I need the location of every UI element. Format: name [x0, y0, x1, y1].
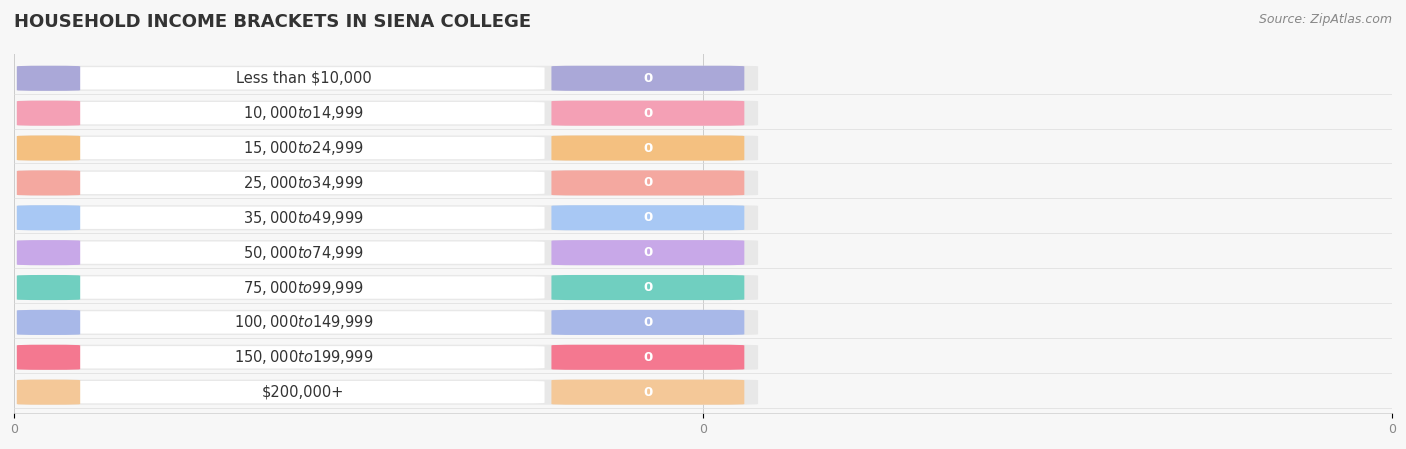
FancyBboxPatch shape	[17, 66, 758, 91]
FancyBboxPatch shape	[17, 66, 80, 91]
Text: 0: 0	[644, 386, 652, 399]
FancyBboxPatch shape	[35, 172, 544, 194]
FancyBboxPatch shape	[551, 345, 744, 370]
FancyBboxPatch shape	[551, 379, 744, 405]
FancyBboxPatch shape	[35, 207, 544, 229]
Text: $35,000 to $49,999: $35,000 to $49,999	[243, 209, 364, 227]
FancyBboxPatch shape	[17, 136, 80, 161]
FancyBboxPatch shape	[17, 310, 80, 335]
FancyBboxPatch shape	[17, 275, 758, 300]
Text: $15,000 to $24,999: $15,000 to $24,999	[243, 139, 364, 157]
Text: 0: 0	[644, 107, 652, 120]
FancyBboxPatch shape	[551, 205, 744, 230]
Text: $200,000+: $200,000+	[263, 385, 344, 400]
Text: 0: 0	[644, 316, 652, 329]
FancyBboxPatch shape	[551, 275, 744, 300]
FancyBboxPatch shape	[35, 137, 544, 159]
FancyBboxPatch shape	[17, 240, 80, 265]
Text: 0: 0	[644, 141, 652, 154]
FancyBboxPatch shape	[35, 102, 544, 124]
FancyBboxPatch shape	[551, 101, 744, 126]
FancyBboxPatch shape	[17, 101, 80, 126]
FancyBboxPatch shape	[17, 275, 80, 300]
FancyBboxPatch shape	[17, 240, 758, 265]
Text: 0: 0	[644, 176, 652, 189]
Text: $75,000 to $99,999: $75,000 to $99,999	[243, 278, 364, 296]
FancyBboxPatch shape	[551, 136, 744, 161]
FancyBboxPatch shape	[17, 345, 758, 370]
FancyBboxPatch shape	[551, 170, 744, 195]
FancyBboxPatch shape	[35, 381, 544, 403]
FancyBboxPatch shape	[17, 205, 758, 230]
Text: Less than $10,000: Less than $10,000	[236, 71, 371, 86]
FancyBboxPatch shape	[17, 136, 758, 161]
FancyBboxPatch shape	[17, 379, 80, 405]
Text: $100,000 to $149,999: $100,000 to $149,999	[233, 313, 373, 331]
FancyBboxPatch shape	[35, 242, 544, 264]
Text: 0: 0	[644, 72, 652, 85]
FancyBboxPatch shape	[35, 311, 544, 334]
FancyBboxPatch shape	[17, 379, 758, 405]
Text: $50,000 to $74,999: $50,000 to $74,999	[243, 244, 364, 262]
Text: 0: 0	[644, 246, 652, 259]
Text: $25,000 to $34,999: $25,000 to $34,999	[243, 174, 364, 192]
FancyBboxPatch shape	[35, 67, 544, 89]
FancyBboxPatch shape	[35, 346, 544, 369]
FancyBboxPatch shape	[17, 101, 758, 126]
Text: 0: 0	[644, 211, 652, 224]
FancyBboxPatch shape	[17, 205, 80, 230]
FancyBboxPatch shape	[35, 277, 544, 299]
FancyBboxPatch shape	[17, 345, 80, 370]
FancyBboxPatch shape	[17, 170, 80, 195]
Text: HOUSEHOLD INCOME BRACKETS IN SIENA COLLEGE: HOUSEHOLD INCOME BRACKETS IN SIENA COLLE…	[14, 13, 531, 31]
FancyBboxPatch shape	[551, 66, 744, 91]
Text: $10,000 to $14,999: $10,000 to $14,999	[243, 104, 364, 122]
FancyBboxPatch shape	[551, 240, 744, 265]
FancyBboxPatch shape	[17, 310, 758, 335]
Text: 0: 0	[644, 281, 652, 294]
FancyBboxPatch shape	[551, 310, 744, 335]
Text: $150,000 to $199,999: $150,000 to $199,999	[233, 348, 373, 366]
Text: 0: 0	[644, 351, 652, 364]
Text: Source: ZipAtlas.com: Source: ZipAtlas.com	[1258, 13, 1392, 26]
FancyBboxPatch shape	[17, 170, 758, 195]
